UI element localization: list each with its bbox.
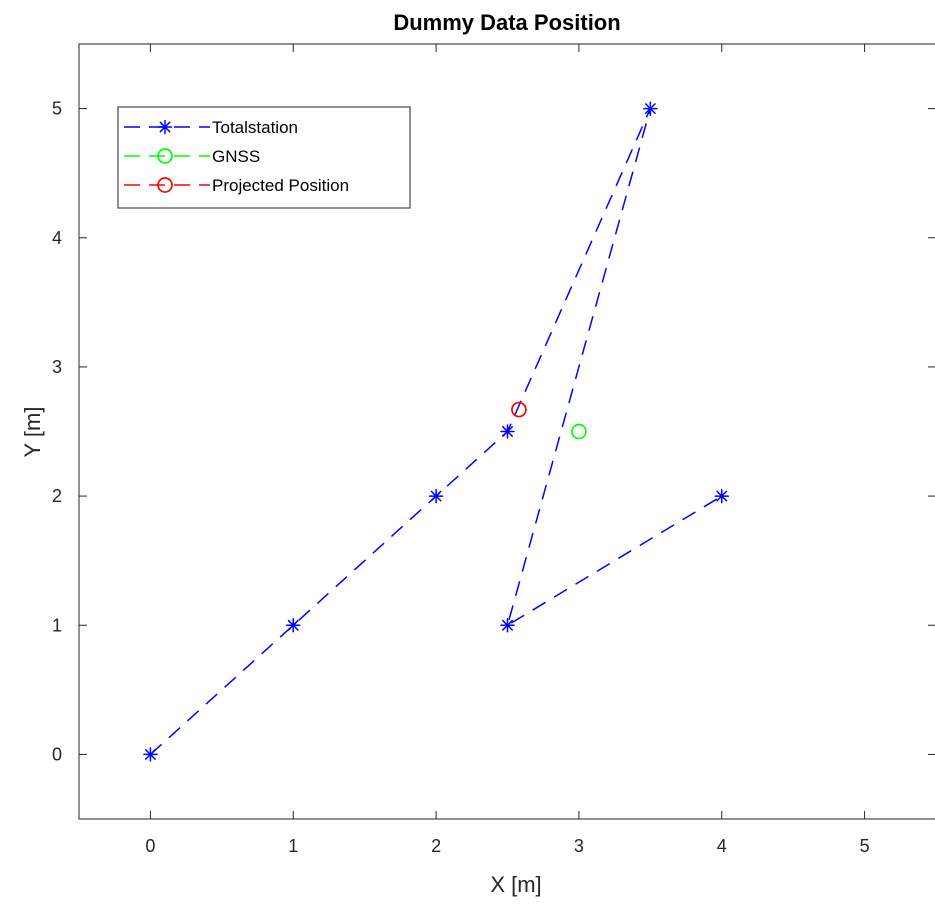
- series-point-gnss-1: [571, 423, 587, 440]
- series-point-totalstation-1: [143, 747, 158, 762]
- legend-item-projected-position: Projected Position: [124, 176, 349, 195]
- series-point-projected-position-1: [511, 401, 527, 418]
- series-gnss: [571, 423, 587, 440]
- y-axis-label: Y [m]: [20, 407, 45, 458]
- legend-items: Totalstation GNSS Projected Position: [124, 118, 349, 195]
- x-tick-label-0: 0: [145, 836, 155, 856]
- legend-label-projected-position: Projected Position: [212, 176, 349, 195]
- x-tick-label-2: 2: [431, 836, 441, 856]
- series-point-totalstation-7: [714, 488, 729, 504]
- x-tick-label-1: 1: [288, 836, 298, 856]
- y-tick-label-2: 2: [52, 486, 62, 506]
- series-point-totalstation-5: [643, 101, 658, 116]
- y-tick-label-5: 5: [52, 99, 62, 119]
- legend-marker-totalstation: [157, 119, 173, 135]
- y-tick-label-0: 0: [52, 744, 62, 764]
- legend-item-gnss: GNSS: [124, 147, 260, 166]
- series-point-totalstation-4: [500, 424, 515, 439]
- series-point-totalstation-3: [428, 488, 444, 504]
- x-axis-label: X [m]: [490, 872, 541, 897]
- legend-label-gnss: GNSS: [212, 147, 260, 166]
- axis-ticks: 0 1 2 3 4 5 0 1 2 3 4 5: [52, 44, 935, 856]
- series-projected-position: [511, 401, 527, 418]
- legend: Totalstation GNSS Projected Position: [117, 106, 411, 209]
- legend-label-totalstation: Totalstation: [212, 118, 298, 137]
- legend-marker-projected-position: [157, 177, 173, 193]
- y-tick-label-4: 4: [52, 228, 62, 248]
- series-layer: [143, 101, 729, 762]
- series-totalstation: [143, 101, 729, 762]
- series-point-totalstation-6: [500, 618, 515, 633]
- legend-item-totalstation: Totalstation: [124, 118, 298, 137]
- y-tick-label-3: 3: [52, 357, 62, 377]
- chart-title: Dummy Data Position: [393, 10, 620, 35]
- y-tick-label-1: 1: [52, 615, 62, 635]
- x-tick-label-5: 5: [860, 836, 870, 856]
- x-tick-label-4: 4: [717, 836, 727, 856]
- series-point-totalstation-2: [286, 618, 301, 633]
- x-tick-label-3: 3: [574, 836, 584, 856]
- legend-marker-gnss: [157, 148, 173, 164]
